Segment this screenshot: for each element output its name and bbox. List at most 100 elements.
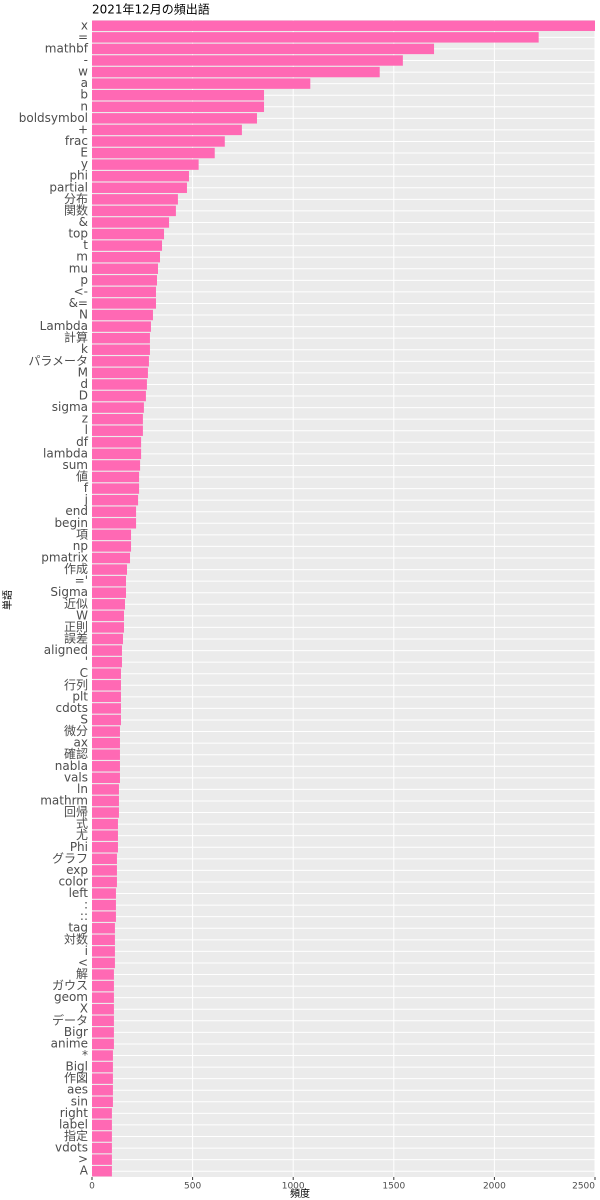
x-tick-label: 1000 [282,1182,305,1192]
x-tick-label: 2500 [572,1182,595,1192]
y-tick-label: & [79,215,88,229]
bar [92,1166,112,1177]
y-tick-label: 項 [76,527,88,541]
y-tick-label: 誤差 [64,630,88,645]
plot-panel [92,20,595,1177]
y-tick-label: cdots [55,701,88,715]
bar [92,1061,113,1073]
y-tick-label: end [65,504,88,518]
bar [92,899,116,911]
bar [92,413,143,425]
y-tick-label: &= [69,296,88,310]
bar [92,298,156,309]
x-tick-label: 0 [89,1182,95,1192]
y-tick-label: 対数 [64,931,88,946]
y-tick-label: plt [72,689,88,703]
bar [92,656,122,668]
y-tick-label: sum [62,458,88,472]
y-tick-label: A [80,1164,89,1178]
bar [92,309,153,321]
y-tick-label: 計算 [64,330,88,345]
y-tick-label: 回帰 [64,805,88,819]
bar [92,1050,113,1061]
bar [92,494,139,506]
y-tick-label: Lambda [40,319,88,333]
y-tick-label: 尤 [76,828,88,842]
y-tick-label: geom [54,990,88,1004]
y-tick-label: aes [67,1083,88,1097]
bar [92,159,199,170]
bar [92,552,131,564]
bar [92,136,225,147]
y-tick-label: 作図 [64,1071,88,1085]
bar [92,1038,114,1050]
bar [92,240,163,251]
y-tick-label: vals [64,770,88,784]
bar [92,182,187,193]
y-tick-label: t [83,238,88,252]
bar [92,483,140,494]
x-axis-label: 頻度 [290,1187,310,1200]
y-tick-label: nabla [55,759,88,773]
bar [92,448,142,460]
y-tick-label: tag [68,921,88,935]
y-tick-label: 関数 [64,202,88,217]
y-tick-label: Bigr [64,1025,88,1039]
bar [92,668,121,679]
x-tick-label: 500 [184,1182,201,1192]
y-tick-label: f [84,481,89,495]
y-tick-label: - [84,53,88,67]
y-tick-label: np [73,539,88,553]
y-tick-label: lambda [43,446,88,460]
bar [92,390,146,402]
bar [92,147,215,159]
y-tick-label: ' [85,655,88,669]
bar [92,251,161,263]
bar [92,402,144,413]
y-tick-label: + [78,122,88,136]
y-tick-label: 近似 [64,597,88,611]
bar [92,1142,112,1154]
y-tick-label: データ [52,1012,88,1027]
bar [92,1119,112,1131]
bar [92,726,120,737]
y-tick-label: partial [49,180,88,194]
y-tick-label: パラメータ [28,354,88,368]
bar [92,795,119,807]
y-tick-label: k [81,342,88,356]
bar [92,1073,113,1084]
bar [92,228,165,240]
y-tick-label: ガウス [52,979,88,993]
y-tick-label: 値 [76,469,88,484]
bar [92,379,147,390]
y-tick-label: = [78,30,88,44]
bar [92,205,176,217]
bar [92,1108,112,1119]
bar [92,367,148,379]
y-tick-label: Phi [70,840,88,854]
y-tick-label: ln [77,782,88,796]
bar [92,529,132,541]
y-tick-label: =' [75,574,88,588]
bar [92,853,117,865]
y-tick-label: sin [71,1094,88,1108]
chart-title: 2021年12月の頻出語 [92,2,210,17]
bar [92,737,120,749]
bar [92,1015,114,1027]
y-tick-label: sigma [52,400,88,414]
bar [92,425,143,436]
y-tick-label: mu [69,261,88,275]
y-tick-label: vdots [55,1141,88,1155]
y-tick-label: df [76,435,89,449]
bar [92,506,137,517]
bar [92,518,137,529]
y-tick-label: N [79,308,88,322]
bar [92,194,178,205]
bar [92,1085,113,1096]
bar [92,992,114,1003]
y-tick-label: 正則 [64,620,88,634]
y-tick-label: exp [66,863,88,877]
y-tick-label: n [80,99,88,113]
bar [92,923,115,934]
